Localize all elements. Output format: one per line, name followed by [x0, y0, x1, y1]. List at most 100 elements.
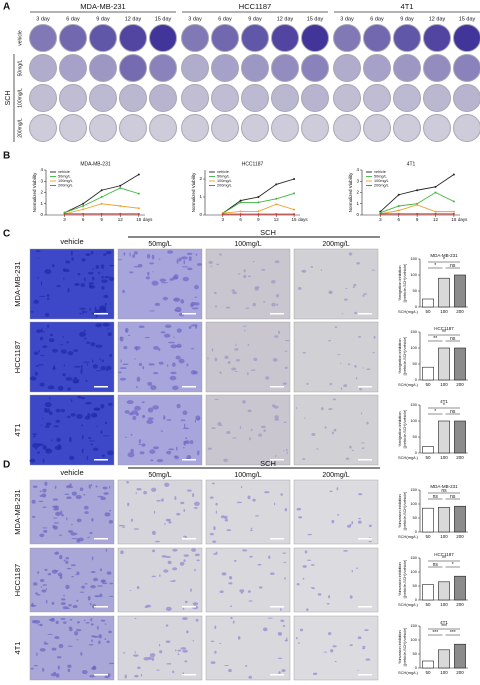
- micrograph-texture: [324, 426, 327, 429]
- micrograph-texture: [186, 489, 192, 492]
- micrograph-texture: [372, 351, 375, 354]
- micrograph-texture: [180, 647, 187, 650]
- y-axis-label: Normalized Viability: [32, 172, 37, 212]
- micrograph-texture: [119, 367, 127, 370]
- micrograph-texture: [138, 325, 145, 329]
- micrograph-texture: [91, 556, 94, 561]
- micrograph-texture: [47, 385, 55, 390]
- data-point: [119, 187, 122, 189]
- bar: [454, 420, 466, 454]
- well: [333, 84, 361, 112]
- column-header: 100mg/L: [234, 472, 261, 479]
- micrograph-texture: [183, 440, 188, 444]
- y-tick-label: 0: [415, 529, 418, 534]
- micrograph: [205, 321, 291, 393]
- micrograph-texture: [42, 417, 44, 420]
- micrograph-texture: [84, 583, 88, 585]
- micrograph-texture: [334, 660, 337, 663]
- micrograph-texture: [83, 337, 87, 340]
- micrograph-texture: [149, 653, 156, 658]
- micrograph-texture: [148, 363, 155, 366]
- micrograph-texture: [295, 407, 298, 409]
- micrograph-texture: [284, 639, 288, 642]
- micrograph: [29, 321, 115, 393]
- micrograph-texture: [58, 534, 63, 536]
- data-point: [137, 212, 140, 215]
- micrograph-texture: [86, 455, 89, 461]
- micrograph-texture: [219, 590, 224, 594]
- bar: [438, 649, 450, 669]
- micrograph-texture: [360, 442, 365, 444]
- scale-bar: [358, 538, 372, 540]
- micrograph-texture: [54, 485, 57, 489]
- micrograph-texture: [243, 274, 247, 279]
- micrograph-texture: [284, 366, 288, 370]
- micrograph-texture: [108, 486, 111, 489]
- well: [149, 84, 177, 112]
- micrograph-texture: [33, 299, 39, 304]
- micrograph-texture: [62, 621, 67, 624]
- micrograph-texture: [362, 295, 366, 297]
- micrograph-texture: [101, 279, 108, 284]
- micrograph-texture: [130, 433, 133, 436]
- micrograph-texture: [136, 386, 138, 389]
- micrograph-texture: [182, 427, 190, 430]
- micrograph-texture: [164, 324, 172, 329]
- micrograph-texture: [102, 435, 110, 437]
- micrograph-texture: [138, 443, 142, 445]
- micrograph-texture: [351, 521, 354, 525]
- micrograph-texture: [357, 636, 362, 640]
- micrograph-texture: [72, 378, 80, 384]
- day-label: 12 day: [429, 16, 446, 22]
- micrograph-texture: [181, 256, 188, 260]
- micrograph-texture: [329, 490, 333, 493]
- micrograph-texture: [330, 649, 334, 653]
- micrograph-texture: [89, 309, 91, 312]
- micrograph-texture: [219, 424, 223, 427]
- micrograph-texture: [96, 585, 104, 587]
- micrograph-texture: [47, 633, 54, 635]
- micrograph-texture: [92, 447, 99, 452]
- cell-line-header: MDA-MB-231: [80, 2, 125, 11]
- micrograph-texture: [147, 381, 153, 386]
- micrograph-texture: [328, 290, 333, 294]
- micrograph-texture: [310, 564, 315, 566]
- well: [59, 24, 87, 52]
- y-axis-label: [(vehicle-SCH)/vehicle]: [403, 628, 407, 667]
- micrograph-texture: [79, 307, 86, 310]
- micrograph-texture: [283, 421, 287, 423]
- well: [333, 54, 361, 82]
- series-line: [380, 174, 455, 212]
- micrograph-texture: [95, 485, 98, 488]
- legend-entry: 50mg/L: [374, 175, 387, 179]
- micrograph-texture: [35, 365, 40, 367]
- micrograph-texture: [98, 634, 102, 639]
- micrograph-texture: [80, 369, 83, 374]
- micrograph-texture: [151, 549, 156, 553]
- micrograph-texture: [39, 494, 43, 497]
- micrograph-texture: [34, 619, 41, 624]
- micrograph-texture: [307, 559, 312, 561]
- micrograph-texture: [263, 429, 266, 433]
- micrograph-texture: [151, 487, 157, 492]
- micrograph-texture: [270, 572, 275, 575]
- x-tick-label: 100: [440, 670, 448, 675]
- micrograph-texture: [184, 660, 188, 663]
- micrograph-texture: [83, 311, 88, 313]
- scale-bar: [270, 313, 284, 315]
- micrograph-texture: [177, 653, 180, 656]
- micrograph-texture: [89, 531, 93, 535]
- micrograph: [293, 615, 379, 681]
- micrograph-texture: [62, 268, 67, 272]
- micrograph-texture: [219, 371, 222, 375]
- micrograph-texture: [263, 627, 268, 632]
- micrograph-texture: [242, 400, 246, 404]
- x-axis-label: days: [143, 217, 153, 222]
- micrograph-texture: [140, 673, 143, 677]
- micrograph-texture: [94, 595, 101, 598]
- micrograph-texture: [65, 260, 71, 264]
- data-point: [397, 209, 400, 212]
- micrograph-texture: [216, 263, 220, 266]
- bar: [422, 366, 434, 381]
- micrograph-texture: [119, 336, 124, 342]
